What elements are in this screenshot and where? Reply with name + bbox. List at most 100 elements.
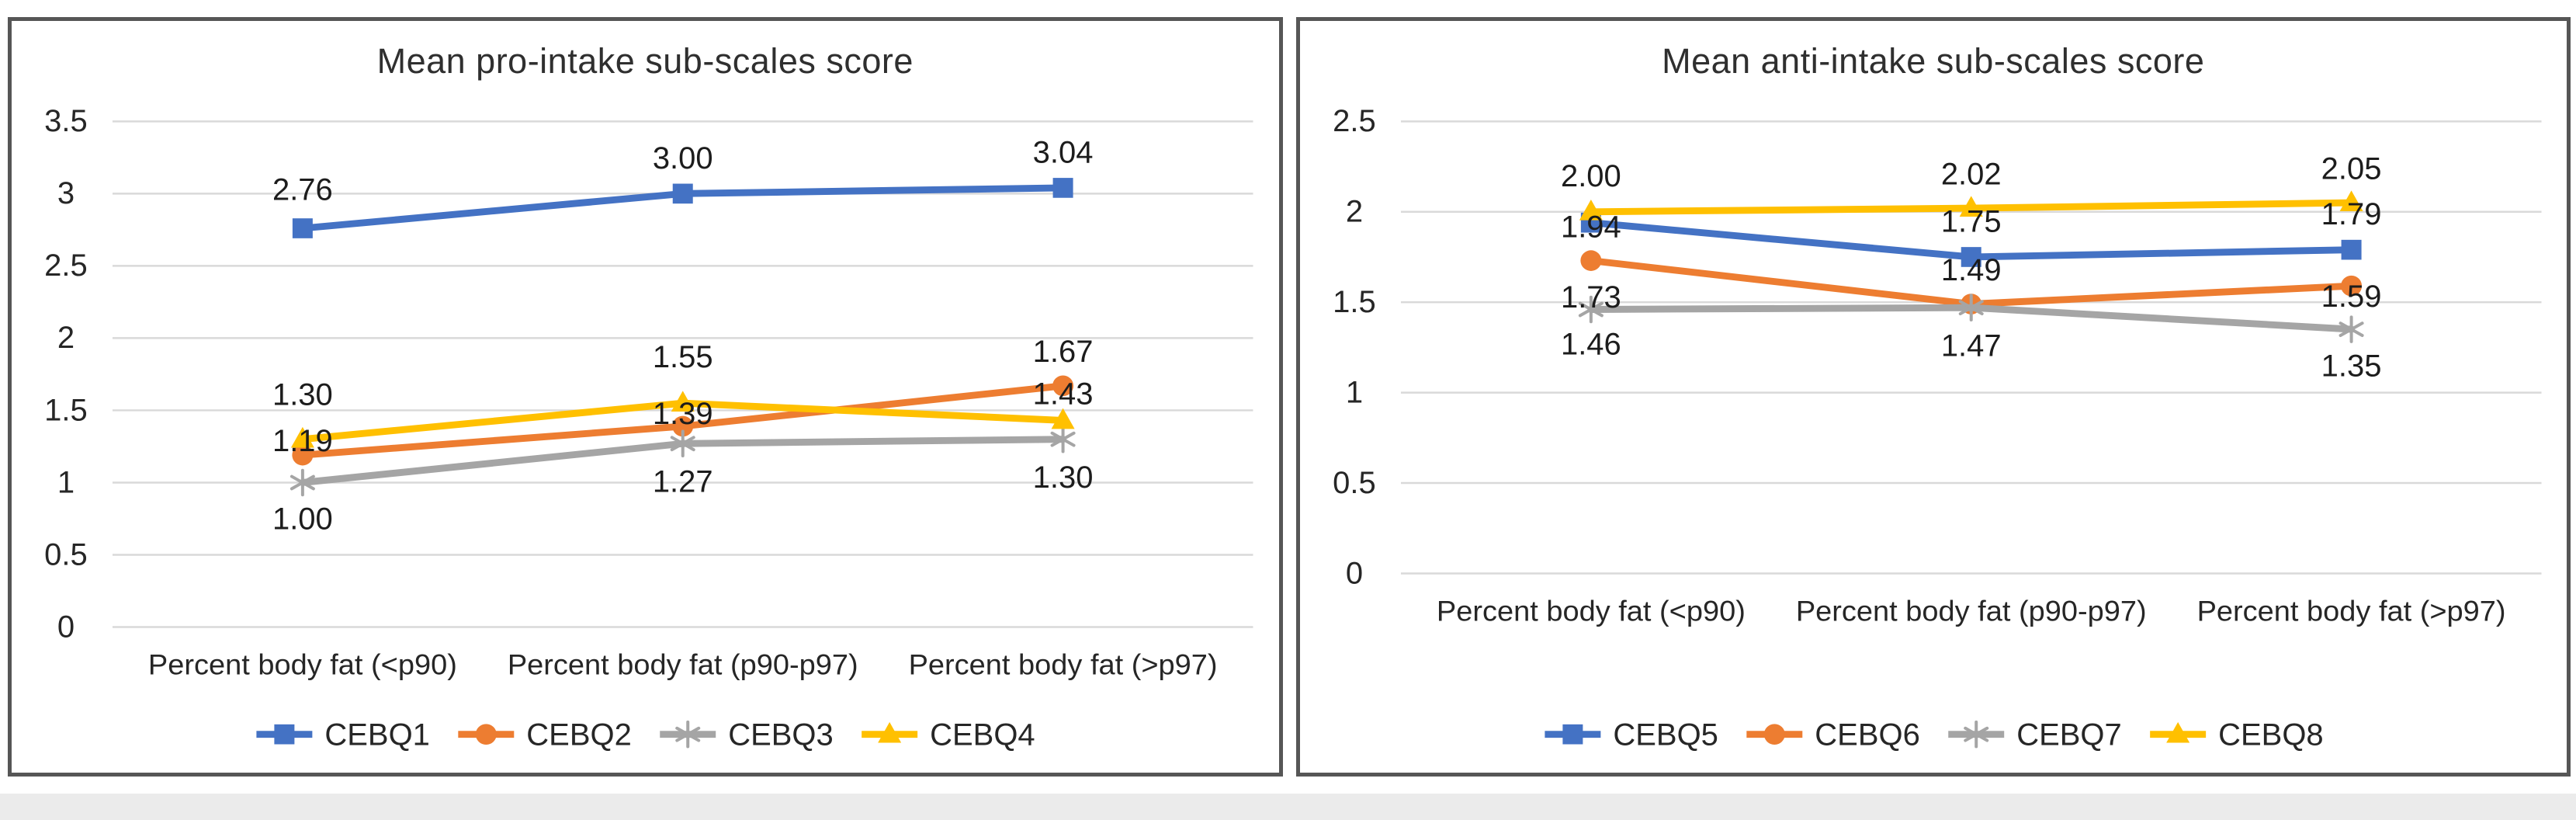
legend-marker-CEBQ2 [475, 724, 497, 745]
legend-item-CEBQ4: CEBQ4 [862, 718, 1035, 752]
charts-row: Mean pro-intake sub-scales score 0 0.5 1 1.… [8, 17, 2571, 777]
legend-label-CEBQ6: CEBQ6 [1815, 718, 1920, 752]
circle-marker-CEBQ2 [1052, 375, 1074, 397]
y-tick-label: 2.5 [1333, 104, 1376, 138]
line-chart-anti-intake: 0 0.5 1 1.5 2 2.5 1.94 1.75 1.79 1.73 1.49 1.59 1.46… [1300, 83, 2567, 773]
data-label-CEBQ5: 1.94 [1560, 210, 1621, 245]
legend-marker-CEBQ8 [2165, 721, 2189, 743]
data-label-CEBQ8: 2.05 [2321, 152, 2381, 186]
legend-item-CEBQ2: CEBQ2 [458, 718, 632, 752]
x-category-label: Percent body fat (<p90) [148, 648, 457, 681]
triangle-marker-CEBQ4 [1051, 408, 1075, 429]
y-tick-label: 2 [57, 321, 75, 355]
data-label-CEBQ7: 1.35 [2321, 349, 2381, 384]
y-tick-label: 1.5 [1333, 285, 1376, 319]
legend-item-CEBQ3: CEBQ3 [660, 718, 834, 752]
legend-item-CEBQ6: CEBQ6 [1746, 718, 1920, 752]
x-category-label: Percent body fat (>p97) [909, 648, 1218, 681]
legend-label-CEBQ2: CEBQ2 [526, 718, 632, 752]
y-tick-label: 1.5 [44, 394, 88, 428]
legend-label-CEBQ7: CEBQ7 [2016, 718, 2122, 752]
y-tick-label: 0.5 [1333, 466, 1376, 500]
asterisk-marker-CEBQ7 [1958, 294, 1984, 321]
data-label-CEBQ5: 1.75 [1940, 205, 2001, 239]
y-tick-label: 2 [1345, 195, 1362, 229]
data-label-CEBQ2: 1.39 [653, 397, 713, 431]
legend-label-CEBQ1: CEBQ1 [324, 718, 430, 752]
legend-marker-CEBQ3 [675, 720, 701, 749]
y-tick-label: 0 [1345, 557, 1362, 591]
data-label-CEBQ8: 2.02 [1940, 158, 2001, 192]
asterisk-marker-CEBQ3 [670, 429, 695, 458]
legend-item-CEBQ8: CEBQ8 [2149, 718, 2324, 752]
triangle-marker-CEBQ8 [2339, 190, 2363, 211]
legend-item-CEBQ7: CEBQ7 [1947, 718, 2122, 752]
data-label-CEBQ7: 1.47 [1940, 329, 2001, 363]
legend-label-CEBQ5: CEBQ5 [1613, 718, 1718, 752]
data-label-CEBQ6: 1.59 [2321, 280, 2381, 314]
x-category-label: Percent body fat (>p97) [2196, 595, 2505, 627]
legend-marker-CEBQ7 [1963, 720, 1988, 749]
triangle-marker-CEBQ4 [671, 391, 695, 412]
triangle-marker-CEBQ8 [1579, 199, 1603, 221]
square-marker-CEBQ1 [292, 218, 313, 238]
legend-label-CEBQ8: CEBQ8 [2218, 718, 2324, 752]
legend-marker-CEBQ6 [1763, 724, 1785, 745]
asterisk-marker-CEBQ7 [2339, 315, 2364, 343]
legend-marker-CEBQ5 [1562, 724, 1583, 745]
circle-marker-CEBQ6 [2340, 275, 2362, 297]
triangle-marker-CEBQ8 [1959, 196, 1983, 217]
data-label-CEBQ3: 1.00 [272, 502, 333, 537]
circle-marker-CEBQ2 [672, 415, 694, 437]
y-tick-label: 1 [1345, 376, 1362, 410]
legend-label-CEBQ4: CEBQ4 [930, 718, 1035, 752]
data-label-CEBQ1: 3.04 [1033, 136, 1094, 170]
legend-item-CEBQ1: CEBQ1 [256, 718, 430, 752]
square-marker-CEBQ1 [672, 183, 693, 204]
chart-title-anti-intake: Mean anti-intake sub-scales score [1662, 41, 2205, 81]
data-label-CEBQ8: 2.00 [1560, 159, 1621, 193]
circle-marker-CEBQ2 [292, 444, 314, 466]
panel-pro-intake: Mean pro-intake sub-scales score 0 0.5 1 1.… [8, 17, 1283, 777]
x-category-label: Percent body fat (p90-p97) [508, 648, 858, 681]
x-category-label: Percent body fat (p90-p97) [1795, 595, 2146, 627]
data-label-CEBQ2: 1.67 [1033, 335, 1094, 369]
y-tick-label: 1 [57, 466, 75, 500]
data-label-CEBQ1: 3.00 [653, 141, 713, 175]
panel-anti-intake: Mean anti-intake sub-scales score 0 0.5 1 1… [1295, 17, 2571, 777]
data-label-CEBQ5: 1.79 [2321, 197, 2381, 231]
square-marker-CEBQ5 [2341, 239, 2362, 260]
legend-label-CEBQ3: CEBQ3 [728, 718, 834, 752]
asterisk-marker-CEBQ7 [1578, 295, 1603, 324]
y-tick-label: 2.5 [44, 248, 88, 283]
data-label-CEBQ2: 1.19 [272, 424, 333, 458]
triangle-marker-CEBQ4 [290, 426, 314, 448]
data-label-CEBQ4: 1.43 [1033, 377, 1094, 412]
data-label-CEBQ6: 1.73 [1560, 280, 1621, 314]
asterisk-marker-CEBQ3 [1050, 425, 1076, 453]
square-marker-CEBQ1 [1052, 178, 1073, 198]
y-tick-label: 3.5 [44, 104, 88, 138]
x-category-label: Percent body fat (<p90) [1436, 595, 1745, 627]
square-marker-CEBQ5 [1961, 247, 1981, 267]
legend-marker-CEBQ4 [878, 721, 902, 743]
data-label-CEBQ4: 1.30 [272, 377, 333, 412]
line-chart-pro-intake: 0 0.5 1 1.5 2 2.5 3 3.5 2.76 3.00 3.04 1.19 1.39 1.67… [12, 83, 1279, 773]
chart-title-pro-intake: Mean pro-intake sub-scales score [376, 41, 914, 81]
y-tick-label: 0.5 [44, 538, 88, 572]
circle-marker-CEBQ6 [1579, 250, 1601, 271]
legend-marker-CEBQ1 [274, 724, 295, 745]
data-label-CEBQ6: 1.49 [1940, 253, 2001, 287]
y-tick-label: 0 [57, 610, 75, 645]
y-tick-label: 3 [57, 176, 75, 210]
data-label-CEBQ1: 2.76 [272, 173, 333, 207]
chart-svg: 0 0.5 1 1.5 2 2.5 3 3.5 2.76 3.00 3.04 1.19 1.39 1.67… [44, 104, 1253, 752]
data-label-CEBQ7: 1.46 [1560, 328, 1621, 362]
asterisk-marker-CEBQ3 [289, 468, 315, 497]
page-bottom-strip [0, 794, 2576, 820]
data-label-CEBQ4: 1.55 [653, 340, 713, 374]
legend-item-CEBQ5: CEBQ5 [1544, 718, 1718, 752]
data-label-CEBQ3: 1.30 [1033, 460, 1094, 495]
data-label-CEBQ3: 1.27 [653, 465, 713, 499]
